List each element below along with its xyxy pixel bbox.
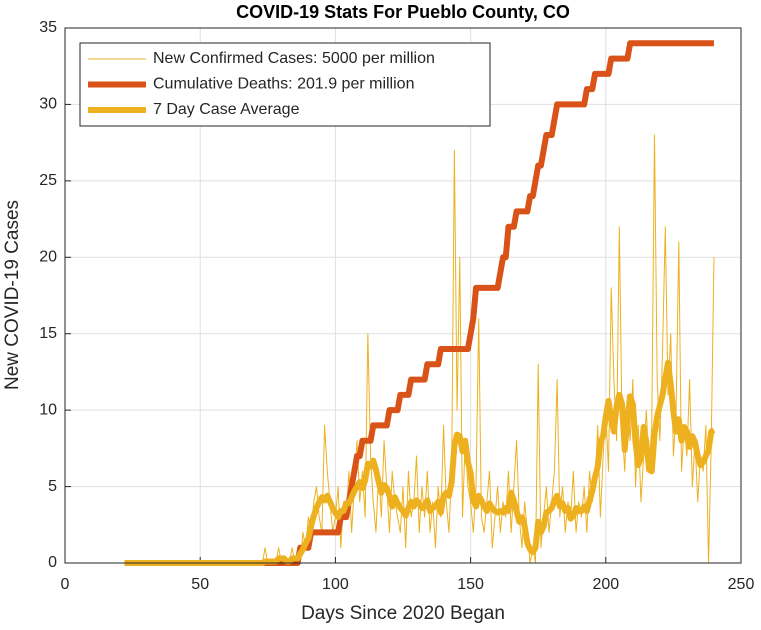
legend-label: New Confirmed Cases: 5000 per million — [153, 50, 435, 67]
legend: New Confirmed Cases: 5000 per million Cum… — [79, 42, 491, 127]
x-tick-label: 150 — [457, 576, 484, 593]
x-tick-label: 200 — [592, 576, 619, 593]
legend-box — [79, 42, 491, 127]
y-tick-label: 0 — [48, 554, 57, 571]
y-axis-label: New COVID-19 Cases — [2, 200, 23, 390]
y-tick-label: 20 — [39, 249, 57, 266]
y-tick-label: 10 — [39, 401, 57, 418]
legend-label: Cumulative Deaths: 201.9 per million — [153, 76, 414, 93]
x-tick-label: 250 — [728, 576, 755, 593]
x-tick-label: 0 — [61, 576, 70, 593]
y-tick-label: 5 — [48, 478, 57, 495]
y-tick-label: 15 — [39, 325, 57, 342]
y-tick-label: 30 — [39, 96, 57, 113]
y-tick-label: 35 — [39, 19, 57, 36]
y-tick-label: 25 — [39, 172, 57, 189]
x-tick-label: 50 — [191, 576, 209, 593]
x-axis-label: Days Since 2020 Began — [301, 603, 505, 624]
chart-title: COVID-19 Stats For Pueblo County, CO — [236, 2, 570, 22]
plot-frame — [64, 27, 742, 564]
legend-label: 7 Day Case Average — [153, 101, 300, 118]
x-tick-label: 100 — [322, 576, 349, 593]
